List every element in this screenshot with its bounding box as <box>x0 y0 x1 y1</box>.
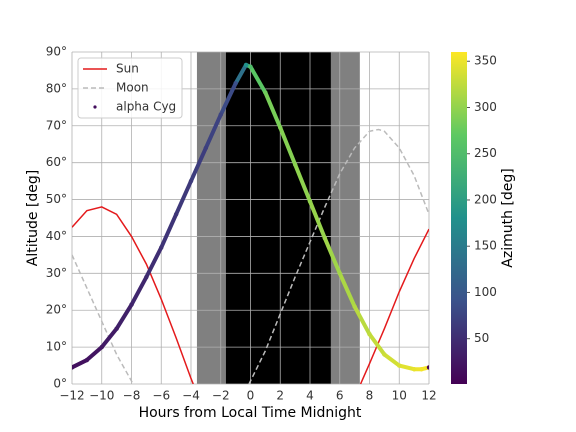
y-tick-label: 30° <box>46 266 67 280</box>
colorbar-tick-label: 150 <box>474 239 497 253</box>
colorbar-tick-label: 200 <box>474 192 497 206</box>
star-point <box>411 367 417 372</box>
night-shading <box>225 52 331 384</box>
x-tick-label: −8 <box>123 389 141 403</box>
track-segment <box>129 275 149 307</box>
colorbar-tick-label: 300 <box>474 100 497 114</box>
legend-box <box>77 57 183 119</box>
y-tick-label: 50° <box>46 192 67 206</box>
track-segment <box>72 358 89 370</box>
star-point <box>352 304 357 309</box>
star-point <box>233 81 238 86</box>
x-tick-label: −12 <box>59 389 84 403</box>
y-tick-label: 0° <box>53 377 67 391</box>
x-tick-label: −6 <box>152 389 170 403</box>
star-point <box>419 367 424 372</box>
plot-area <box>71 51 430 385</box>
y-tick-label: 70° <box>46 118 67 132</box>
track-segment <box>293 162 312 204</box>
track-segment <box>203 112 223 150</box>
track-segment <box>99 326 119 350</box>
star-point <box>72 365 75 370</box>
x-tick-label: 12 <box>421 389 436 403</box>
x-axis-label: Hours from Local Time Midnight <box>139 405 362 421</box>
track-segment <box>159 212 179 250</box>
star-point <box>322 236 328 241</box>
legend-label: Sun <box>116 62 139 76</box>
star-point <box>84 357 90 363</box>
colorbar <box>451 52 467 384</box>
star-point <box>114 326 119 331</box>
x-tick-label: 10 <box>392 389 407 403</box>
y-tick-label: 90° <box>46 45 67 59</box>
star-point <box>99 344 104 350</box>
y-axis-label: Altitude [deg] <box>25 170 41 266</box>
track-segment <box>278 125 298 167</box>
star-point <box>397 363 402 368</box>
legend: Sun Moon alpha Cyg <box>77 57 183 119</box>
legend-label: Moon <box>116 81 149 95</box>
track-segment <box>397 363 417 372</box>
x-tick-label: 4 <box>306 389 314 403</box>
star-point <box>382 352 387 357</box>
track-segment <box>144 245 164 280</box>
y-tick-label: 20° <box>46 303 67 317</box>
star-point <box>159 245 164 250</box>
star-point <box>243 62 249 68</box>
y-tick-label: 80° <box>46 81 67 95</box>
star-point <box>129 302 134 307</box>
star-point <box>292 162 298 167</box>
colorbar-tick-label: 250 <box>474 146 497 160</box>
star-point <box>188 178 194 184</box>
x-tick-label: −2 <box>212 389 230 403</box>
star-point <box>307 199 313 204</box>
track-segment <box>84 345 104 363</box>
colorbar-label: Azimuth [deg] <box>500 168 516 267</box>
legend-marker <box>93 105 97 109</box>
track-segment <box>352 304 372 337</box>
legend-label: alpha Cyg <box>116 100 176 114</box>
y-tick-label: 60° <box>46 155 67 169</box>
colorbar-tick-label: 50 <box>474 331 489 345</box>
colorbar-tick-label: 350 <box>474 54 497 68</box>
y-tick-label: 10° <box>46 340 67 354</box>
track-segment <box>248 64 268 95</box>
track-segment <box>114 302 134 331</box>
star-point <box>367 332 372 337</box>
track-segment <box>367 332 387 357</box>
track-segment <box>322 236 342 276</box>
x-tick-label: −4 <box>182 389 200 403</box>
track-segment <box>337 271 357 309</box>
track-segment <box>174 179 193 217</box>
track-segment <box>308 199 327 241</box>
series-line <box>72 206 429 384</box>
series-group <box>72 62 429 384</box>
star-point <box>263 90 268 95</box>
x-tick-label: 0 <box>247 389 255 403</box>
star-point <box>278 125 283 130</box>
colorbar-tick-label: 100 <box>474 285 497 299</box>
x-tick-label: −10 <box>89 389 114 403</box>
track-segment <box>233 62 249 86</box>
x-tick-label: 8 <box>366 389 374 403</box>
track-segment <box>382 352 402 368</box>
track-segment <box>189 145 208 184</box>
y-tick-label: 40° <box>46 229 67 243</box>
x-tick-label: 2 <box>276 389 284 403</box>
star-point <box>426 365 429 370</box>
star-point <box>337 271 342 276</box>
star-point <box>218 112 223 117</box>
star-point <box>248 64 253 69</box>
track-segment <box>218 81 238 117</box>
x-tick-label: 6 <box>336 389 344 403</box>
track-segment <box>263 90 283 130</box>
star-point <box>203 145 209 151</box>
star-point <box>173 212 179 217</box>
star-point <box>144 274 149 280</box>
